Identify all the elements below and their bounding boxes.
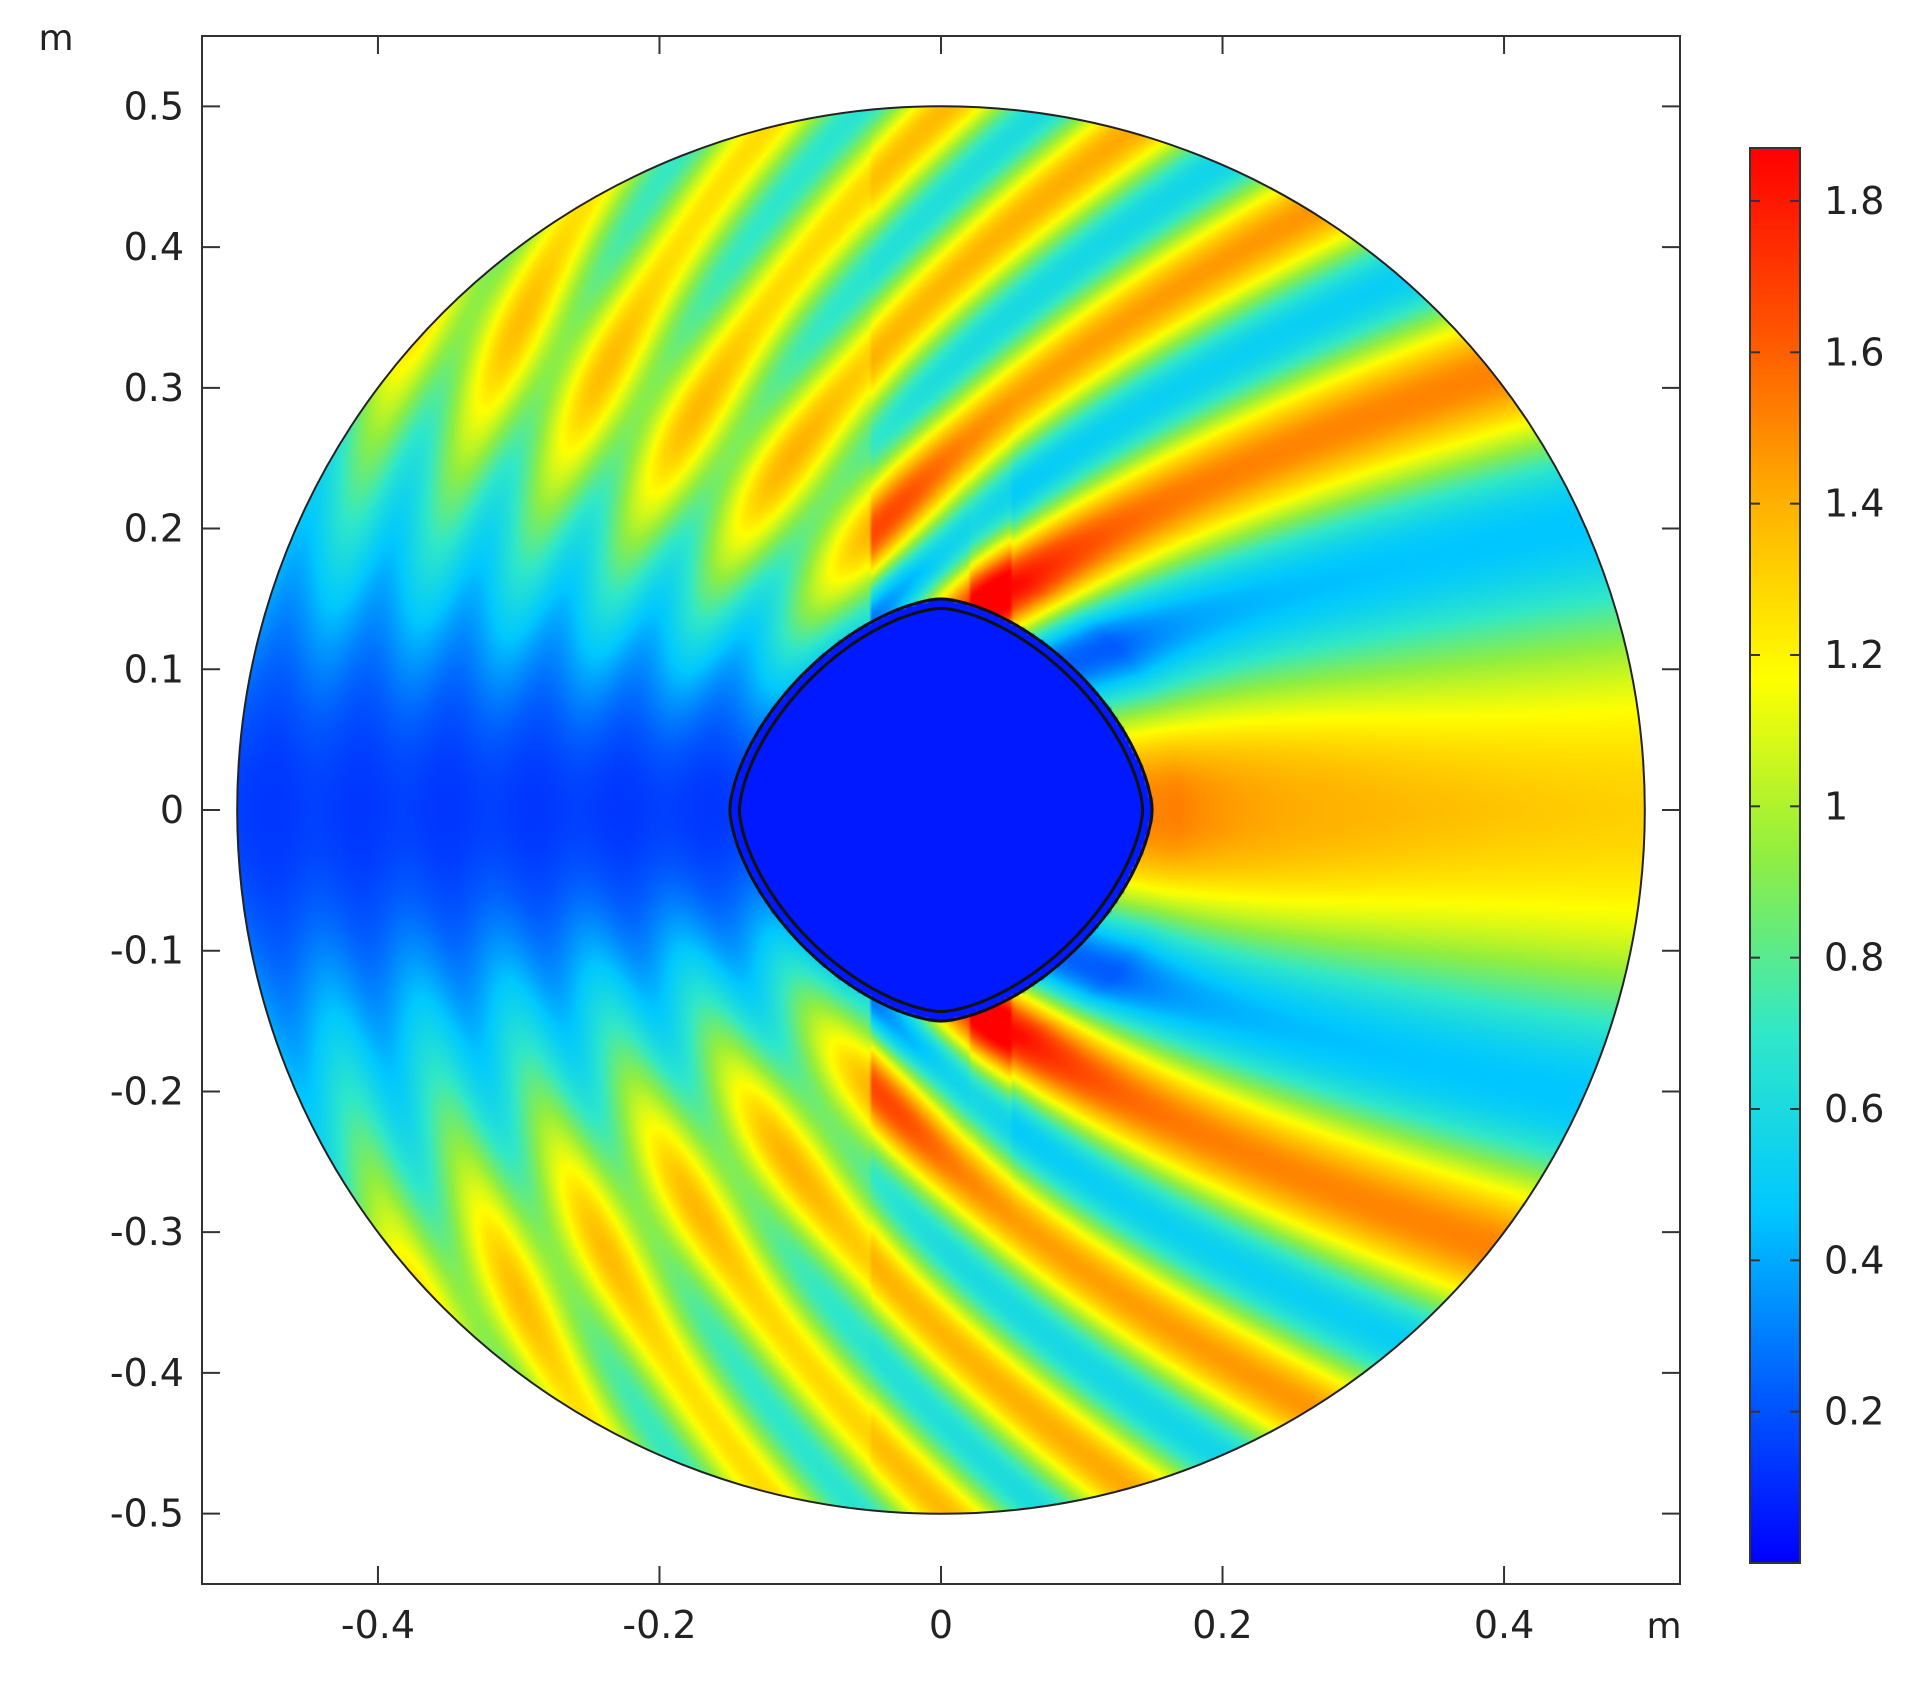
- colorbar-tick-label: 0.6: [1824, 1087, 1884, 1131]
- colorbar-tick-label: 1.4: [1824, 482, 1884, 526]
- colorbar: [1749, 147, 1801, 1564]
- y-tick-label: 0.3: [124, 366, 184, 410]
- y-tick-label: 0.4: [124, 225, 184, 269]
- y-tick-label: -0.2: [110, 1069, 184, 1113]
- colorbar-tick-label: 0.4: [1824, 1238, 1884, 1282]
- field-plot-area: [237, 106, 1645, 1514]
- x-tick-label: 0.4: [1474, 1603, 1534, 1647]
- colorbar-tick-label: 1: [1824, 784, 1848, 828]
- y-tick-label: 0: [160, 788, 184, 832]
- x-tick-label: -0.2: [622, 1603, 696, 1647]
- colorbar-tick-label: 1.6: [1824, 330, 1884, 374]
- y-axis-ticks: 0.5 0.4 0.3 0.2 0.1 0 -0.1 -0.2 -0.3 -0.4 -0.5: [110, 84, 1680, 1536]
- y-tick-label: 0.1: [124, 647, 184, 691]
- colorbar-tick-label: 0.2: [1824, 1390, 1884, 1434]
- colorbar-tick-label: 0.8: [1824, 936, 1884, 980]
- scatterer-inner-boundary: [737, 606, 1145, 1014]
- y-tick-label: -0.4: [110, 1351, 184, 1395]
- domain-boundary: [236, 105, 1646, 1515]
- scatterer-outer-boundary: [728, 597, 1154, 1023]
- colorbar-tick-label: 1.8: [1824, 179, 1884, 223]
- field-heatmap: [237, 106, 1645, 1514]
- y-tick-label: -0.1: [110, 929, 184, 973]
- x-tick-label: -0.4: [341, 1603, 415, 1647]
- y-tick-label: 0.5: [124, 84, 184, 128]
- y-axis-unit-label: m: [38, 18, 73, 59]
- colorbar-ticks: 0.2 0.4 0.6 0.8 1 1.2 1.4 1.6 1.8: [1750, 179, 1884, 1434]
- x-tick-label: 0.2: [1192, 1603, 1252, 1647]
- y-tick-label: 0.2: [124, 507, 184, 551]
- x-tick-label: 0: [929, 1603, 953, 1647]
- x-axis-unit-label: m: [1646, 1606, 1681, 1647]
- y-tick-label: -0.3: [110, 1210, 184, 1254]
- x-axis-ticks: -0.4 -0.2 0 0.2 0.4: [341, 36, 1534, 1647]
- colorbar-tick-label: 1.2: [1824, 633, 1884, 677]
- y-tick-label: -0.5: [110, 1492, 184, 1536]
